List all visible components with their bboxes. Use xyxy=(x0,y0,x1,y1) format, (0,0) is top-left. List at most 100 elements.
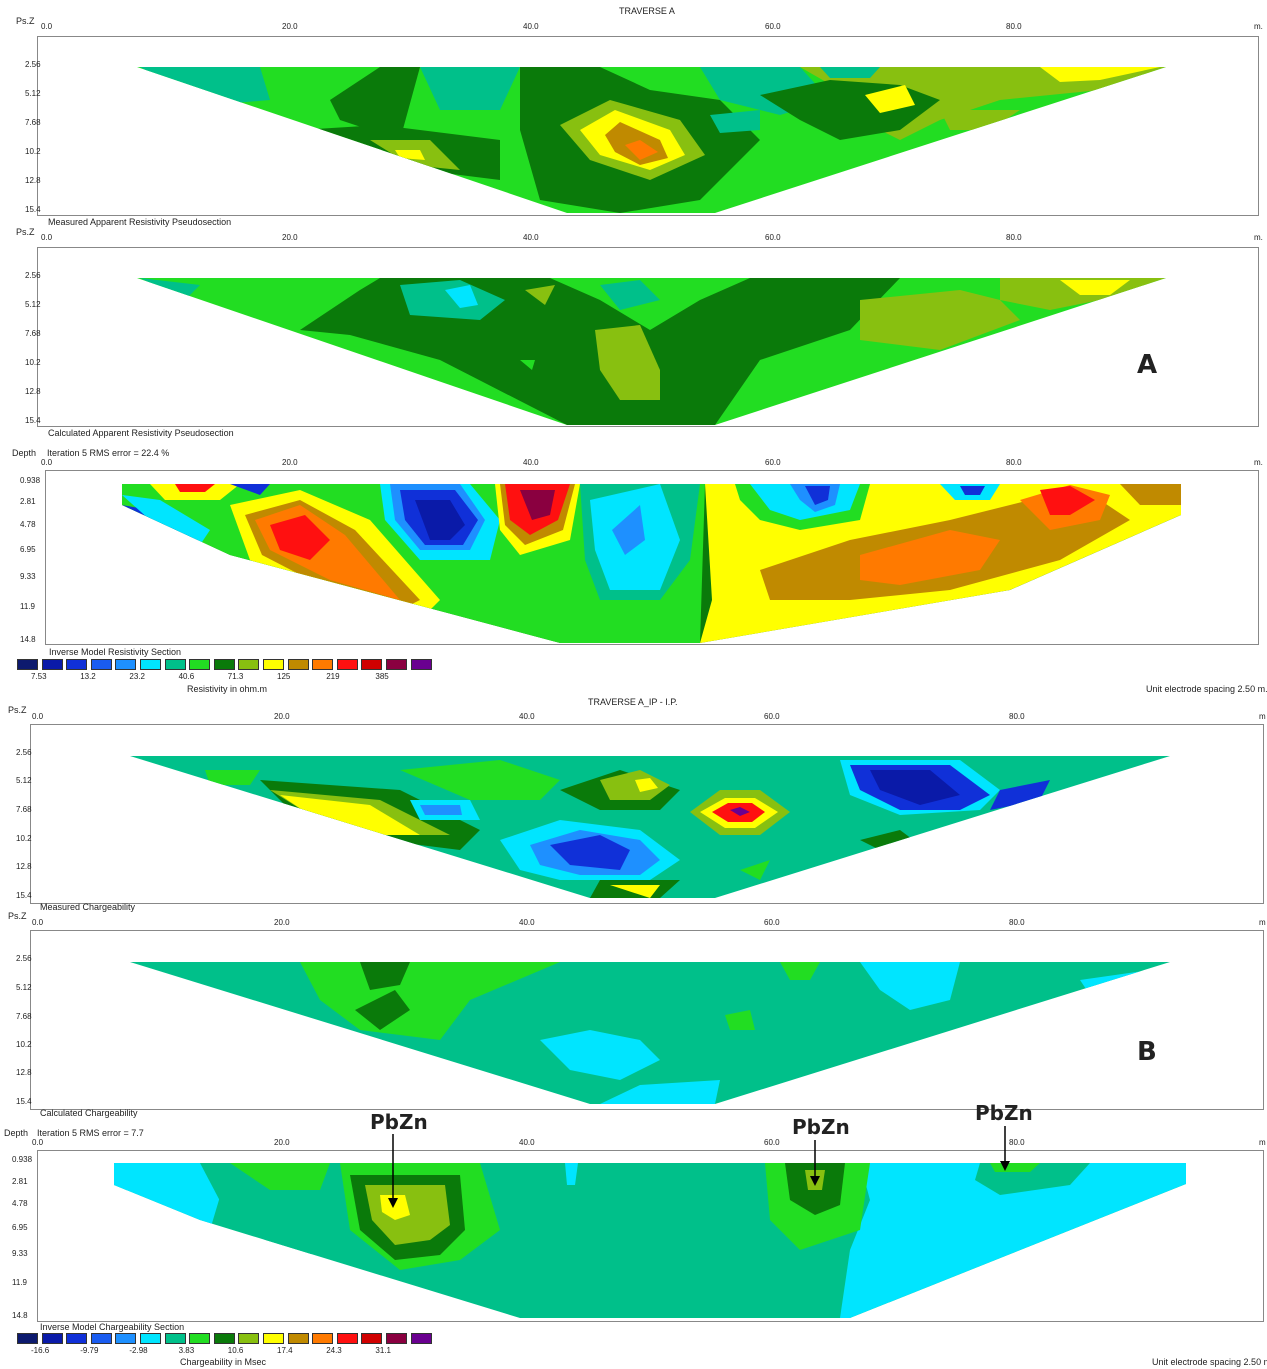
depth-axis-label: Ps.Z xyxy=(16,16,35,26)
depth-tick-label: 7.68 xyxy=(16,1012,32,1021)
depth-tick-label: 10.2 xyxy=(25,147,41,156)
inverse-resistivity-section xyxy=(122,484,1181,643)
legend-swatch xyxy=(238,659,260,670)
x-tick-label: 0.0 xyxy=(41,458,53,467)
x-tick-label: 0.0 xyxy=(41,233,53,242)
calculated-resistivity-frame xyxy=(37,247,1259,427)
legend-swatch xyxy=(410,1333,432,1344)
depth-tick-label: 10.2 xyxy=(16,1040,32,1049)
calculated-resistivity-section xyxy=(137,278,1166,425)
depth-tick-label: 2.81 xyxy=(12,1177,28,1186)
legend-swatch xyxy=(312,1333,334,1344)
depth-tick-label: 12.8 xyxy=(16,1068,32,1077)
measured-resistivity-frame xyxy=(37,36,1259,216)
legend-swatch xyxy=(410,659,432,670)
traverse-b-title: TRAVERSE A_IP - I.P. xyxy=(588,697,678,707)
x-tick-label: m xyxy=(1259,918,1266,927)
inverse-resistivity-frame xyxy=(45,470,1259,645)
legend-swatch xyxy=(115,1333,137,1344)
legend-swatch xyxy=(361,1333,383,1344)
legend-value-label: 125 xyxy=(277,672,291,681)
x-tick-label: m xyxy=(1259,712,1266,721)
depth-axis-label: Ps.Z xyxy=(16,227,35,237)
depth-tick-label: 4.78 xyxy=(20,520,36,529)
legend-value-label: 10.6 xyxy=(227,1346,244,1355)
legend-swatch xyxy=(90,1333,112,1344)
depth-tick-label: 12.8 xyxy=(16,862,32,871)
depth-axis-label: Ps.Z xyxy=(8,705,27,715)
depth-tick-label: 2.56 xyxy=(16,748,32,757)
depth-tick-label: 6.95 xyxy=(20,545,36,554)
depth-tick-label: 10.2 xyxy=(16,834,32,843)
inverse-chargeability-frame xyxy=(37,1150,1264,1322)
panel-label: Calculated Chargeability xyxy=(40,1108,138,1118)
legend-value-label: 219 xyxy=(326,672,340,681)
x-tick-label: 60.0 xyxy=(764,1138,780,1147)
x-tick-label: m xyxy=(1259,1138,1266,1147)
depth-tick-label: 12.8 xyxy=(25,176,41,185)
depth-axis-label: Depth xyxy=(12,448,37,458)
depth-tick-label: 5.12 xyxy=(16,983,32,992)
legend-swatch xyxy=(386,1333,407,1344)
x-tick-label: 40.0 xyxy=(519,918,535,927)
depth-tick-label: 9.33 xyxy=(20,572,36,581)
legend-swatch xyxy=(287,659,309,670)
legend-swatch xyxy=(361,659,383,670)
x-tick-label: 20.0 xyxy=(274,1138,290,1147)
pbzn-annotation-3: PbZn xyxy=(975,1101,1033,1125)
depth-tick-label: 5.12 xyxy=(25,89,41,98)
depth-tick-label: 6.95 xyxy=(12,1223,28,1232)
legend-value-label: 23.2 xyxy=(129,672,145,681)
depth-tick-label: 7.68 xyxy=(16,805,32,814)
legend-swatch xyxy=(336,659,358,670)
depth-tick-label: 15.4 xyxy=(25,205,41,214)
depth-tick-label: 10.2 xyxy=(25,358,41,367)
x-tick-label: m. xyxy=(1254,458,1263,467)
depth-tick-label: 7.68 xyxy=(25,329,41,338)
depth-tick-label: 7.68 xyxy=(25,118,41,127)
pbzn-annotation-1: PbZn xyxy=(370,1110,428,1134)
x-tick-label: 40.0 xyxy=(523,22,539,31)
x-tick-label: 20.0 xyxy=(274,918,290,927)
x-tick-label: 80.0 xyxy=(1006,22,1022,31)
panel-letter-a: A xyxy=(1137,350,1158,380)
depth-axis-label: Ps.Z xyxy=(8,911,27,921)
legend-swatch xyxy=(213,659,235,670)
legend-value-label: 71.3 xyxy=(227,672,244,681)
x-tick-label: 60.0 xyxy=(765,22,781,31)
x-tick-label: 80.0 xyxy=(1006,233,1022,242)
measured-chargeability-frame xyxy=(30,724,1264,904)
legend-swatch xyxy=(41,1333,63,1344)
x-tick-label: 40.0 xyxy=(519,1138,535,1147)
depth-tick-label: 2.56 xyxy=(25,271,41,280)
depth-tick-label: 11.9 xyxy=(20,602,35,611)
legend-swatch xyxy=(189,659,211,670)
x-tick-label: 0.0 xyxy=(41,22,53,31)
traverse-a-title: TRAVERSE A xyxy=(619,6,675,16)
x-tick-label: 60.0 xyxy=(765,458,781,467)
depth-tick-label: 12.8 xyxy=(25,387,41,396)
legend-value-label: 24.3 xyxy=(326,1346,342,1355)
x-tick-label: 0.0 xyxy=(32,918,44,927)
legend-value-label: 3.83 xyxy=(178,1346,195,1355)
x-tick-label: 80.0 xyxy=(1009,918,1025,927)
legend-swatch xyxy=(336,1333,358,1344)
unit-spacing-label: Unit electrode spacing 2.50 m. xyxy=(1152,1357,1267,1367)
legend-swatch xyxy=(263,1333,284,1344)
panel-label: Calculated Apparent Resistivity Pseudose… xyxy=(48,428,234,438)
legend-swatch xyxy=(386,659,407,670)
depth-tick-label: 5.12 xyxy=(25,300,41,309)
panel-label: Measured Chargeability xyxy=(40,902,136,912)
panel-label: Measured Apparent Resistivity Pseudosect… xyxy=(48,217,232,227)
x-tick-label: 20.0 xyxy=(282,22,298,31)
depth-tick-label: 15.4 xyxy=(16,1097,32,1106)
calculated-chargeability-frame xyxy=(30,930,1264,1110)
calculated-chargeability-section xyxy=(130,962,1170,1104)
panel-label: Inverse Model Resistivity Section xyxy=(49,647,182,657)
depth-tick-label: 11.9 xyxy=(12,1278,27,1287)
legend-swatch xyxy=(140,1333,161,1344)
inverse-chargeability-section xyxy=(114,1163,1186,1318)
legend-value-label: 13.2 xyxy=(80,672,96,681)
x-tick-label: 60.0 xyxy=(765,233,781,242)
